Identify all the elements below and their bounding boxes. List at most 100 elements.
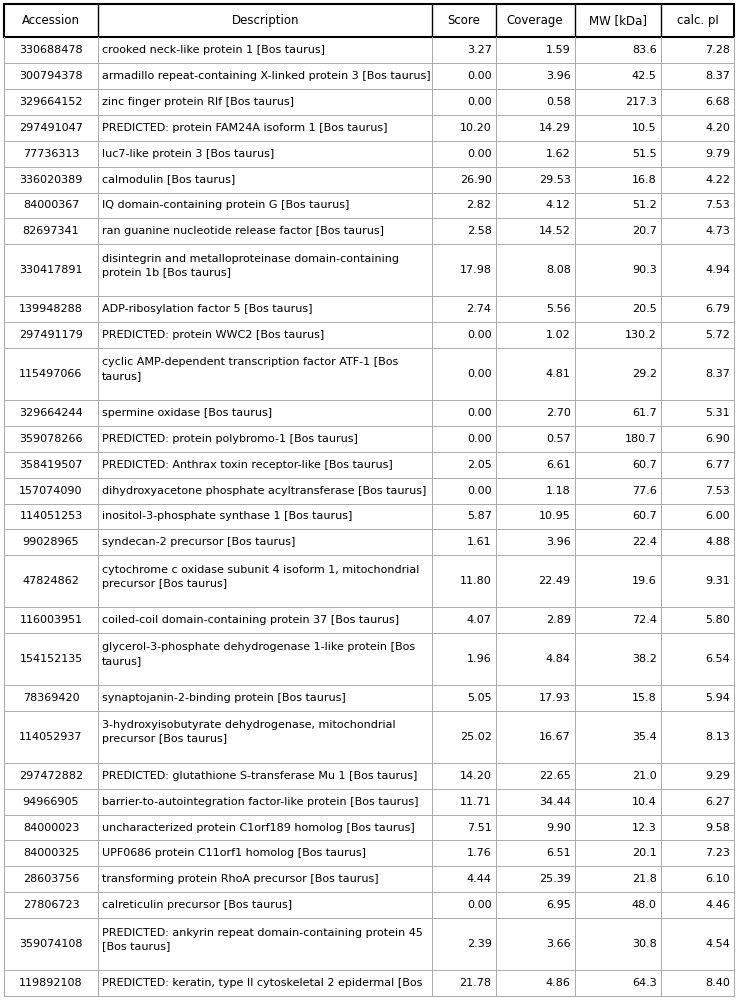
Text: 0.00: 0.00 [467, 434, 492, 444]
Text: PREDICTED: protein WWC2 [Bos taurus]: PREDICTED: protein WWC2 [Bos taurus] [102, 330, 324, 340]
Text: 60.7: 60.7 [632, 511, 657, 521]
Text: 4.22: 4.22 [705, 175, 730, 185]
Text: 10.95: 10.95 [539, 511, 570, 521]
Text: 4.07: 4.07 [466, 615, 492, 625]
Text: 2.70: 2.70 [546, 408, 570, 418]
Text: glycerol-3-phosphate dehydrogenase 1-like protein [Bos
taurus]: glycerol-3-phosphate dehydrogenase 1-lik… [102, 642, 415, 666]
Text: 25.39: 25.39 [539, 874, 570, 884]
Text: 119892108: 119892108 [19, 978, 83, 988]
Text: 1.96: 1.96 [467, 654, 492, 664]
Text: 6.00: 6.00 [706, 511, 730, 521]
Text: 60.7: 60.7 [632, 460, 657, 470]
Text: 6.95: 6.95 [546, 900, 570, 910]
Text: dihydroxyacetone phosphate acyltransferase [Bos taurus]: dihydroxyacetone phosphate acyltransfera… [102, 486, 427, 496]
Text: disintegrin and metalloproteinase domain-containing
protein 1b [Bos taurus]: disintegrin and metalloproteinase domain… [102, 254, 399, 278]
Text: 6.27: 6.27 [705, 797, 730, 807]
Text: cyclic AMP-dependent transcription factor ATF-1 [Bos
taurus]: cyclic AMP-dependent transcription facto… [102, 357, 399, 381]
Text: 9.29: 9.29 [705, 771, 730, 781]
Text: 8.13: 8.13 [706, 732, 730, 742]
Text: 6.51: 6.51 [546, 848, 570, 858]
Text: 359078266: 359078266 [19, 434, 83, 444]
Text: 2.74: 2.74 [466, 304, 492, 314]
Text: 0.00: 0.00 [467, 408, 492, 418]
Text: 1.18: 1.18 [546, 486, 570, 496]
Text: 1.61: 1.61 [467, 537, 492, 547]
Text: 42.5: 42.5 [632, 71, 657, 81]
Text: 4.46: 4.46 [705, 900, 730, 910]
Text: 77.6: 77.6 [632, 486, 657, 496]
Text: 297491047: 297491047 [19, 123, 83, 133]
Text: 20.1: 20.1 [632, 848, 657, 858]
Text: PREDICTED: protein FAM24A isoform 1 [Bos taurus]: PREDICTED: protein FAM24A isoform 1 [Bos… [102, 123, 387, 133]
Text: 10.5: 10.5 [632, 123, 657, 133]
Text: 17.93: 17.93 [539, 693, 570, 703]
Text: 2.05: 2.05 [467, 460, 492, 470]
Text: 139948288: 139948288 [19, 304, 83, 314]
Text: 10.20: 10.20 [460, 123, 492, 133]
Text: 7.53: 7.53 [706, 486, 730, 496]
Text: 22.65: 22.65 [539, 771, 570, 781]
Text: 90.3: 90.3 [632, 265, 657, 275]
Text: 6.54: 6.54 [706, 654, 730, 664]
Text: PREDICTED: glutathione S-transferase Mu 1 [Bos taurus]: PREDICTED: glutathione S-transferase Mu … [102, 771, 418, 781]
Text: 157074090: 157074090 [19, 486, 83, 496]
Text: 15.8: 15.8 [632, 693, 657, 703]
Text: 8.37: 8.37 [705, 71, 730, 81]
Text: barrier-to-autointegration factor-like protein [Bos taurus]: barrier-to-autointegration factor-like p… [102, 797, 418, 807]
Text: 6.61: 6.61 [546, 460, 570, 470]
Text: 154152135: 154152135 [19, 654, 83, 664]
Text: 16.67: 16.67 [539, 732, 570, 742]
Text: 20.7: 20.7 [632, 226, 657, 236]
Text: 21.8: 21.8 [632, 874, 657, 884]
Text: 5.72: 5.72 [705, 330, 730, 340]
Text: 83.6: 83.6 [632, 45, 657, 55]
Text: PREDICTED: ankyrin repeat domain-containing protein 45
[Bos taurus]: PREDICTED: ankyrin repeat domain-contain… [102, 928, 423, 952]
Text: 8.08: 8.08 [546, 265, 570, 275]
Text: 5.56: 5.56 [546, 304, 570, 314]
Text: 12.3: 12.3 [632, 823, 657, 833]
Text: 4.94: 4.94 [705, 265, 730, 275]
Text: 329664152: 329664152 [19, 97, 83, 107]
Text: coiled-coil domain-containing protein 37 [Bos taurus]: coiled-coil domain-containing protein 37… [102, 615, 399, 625]
Text: calreticulin precursor [Bos taurus]: calreticulin precursor [Bos taurus] [102, 900, 292, 910]
Text: PREDICTED: keratin, type II cytoskeletal 2 epidermal [Bos: PREDICTED: keratin, type II cytoskeletal… [102, 978, 422, 988]
Text: 0.00: 0.00 [467, 900, 492, 910]
Text: 0.58: 0.58 [546, 97, 570, 107]
Text: 4.20: 4.20 [705, 123, 730, 133]
Text: armadillo repeat-containing X-linked protein 3 [Bos taurus]: armadillo repeat-containing X-linked pro… [102, 71, 430, 81]
Text: 4.73: 4.73 [705, 226, 730, 236]
Text: 297491179: 297491179 [19, 330, 83, 340]
Text: 358419507: 358419507 [19, 460, 83, 470]
Text: 64.3: 64.3 [632, 978, 657, 988]
Text: 330688478: 330688478 [19, 45, 83, 55]
Text: 7.51: 7.51 [467, 823, 492, 833]
Text: 14.20: 14.20 [460, 771, 492, 781]
Text: 5.80: 5.80 [706, 615, 730, 625]
Text: 0.00: 0.00 [467, 71, 492, 81]
Text: 14.52: 14.52 [539, 226, 570, 236]
Text: 0.00: 0.00 [467, 97, 492, 107]
Text: ADP-ribosylation factor 5 [Bos taurus]: ADP-ribosylation factor 5 [Bos taurus] [102, 304, 312, 314]
Text: 1.59: 1.59 [546, 45, 570, 55]
Text: 7.28: 7.28 [705, 45, 730, 55]
Text: MW [kDa]: MW [kDa] [589, 14, 646, 27]
Text: 9.58: 9.58 [705, 823, 730, 833]
Text: 8.37: 8.37 [705, 369, 730, 379]
Text: 300794378: 300794378 [19, 71, 83, 81]
Text: 4.86: 4.86 [546, 978, 570, 988]
Text: 21.78: 21.78 [460, 978, 492, 988]
Text: 99028965: 99028965 [23, 537, 79, 547]
Text: 297472882: 297472882 [19, 771, 83, 781]
Text: 94966905: 94966905 [23, 797, 79, 807]
Text: transforming protein RhoA precursor [Bos taurus]: transforming protein RhoA precursor [Bos… [102, 874, 379, 884]
Text: 1.62: 1.62 [546, 149, 570, 159]
Text: 0.00: 0.00 [467, 369, 492, 379]
Text: 359074108: 359074108 [19, 939, 83, 949]
Text: 11.80: 11.80 [460, 576, 492, 586]
Text: 130.2: 130.2 [625, 330, 657, 340]
Text: 78369420: 78369420 [23, 693, 79, 703]
Text: 26.90: 26.90 [460, 175, 492, 185]
Text: 19.6: 19.6 [632, 576, 657, 586]
Text: 20.5: 20.5 [632, 304, 657, 314]
Text: 0.00: 0.00 [467, 149, 492, 159]
